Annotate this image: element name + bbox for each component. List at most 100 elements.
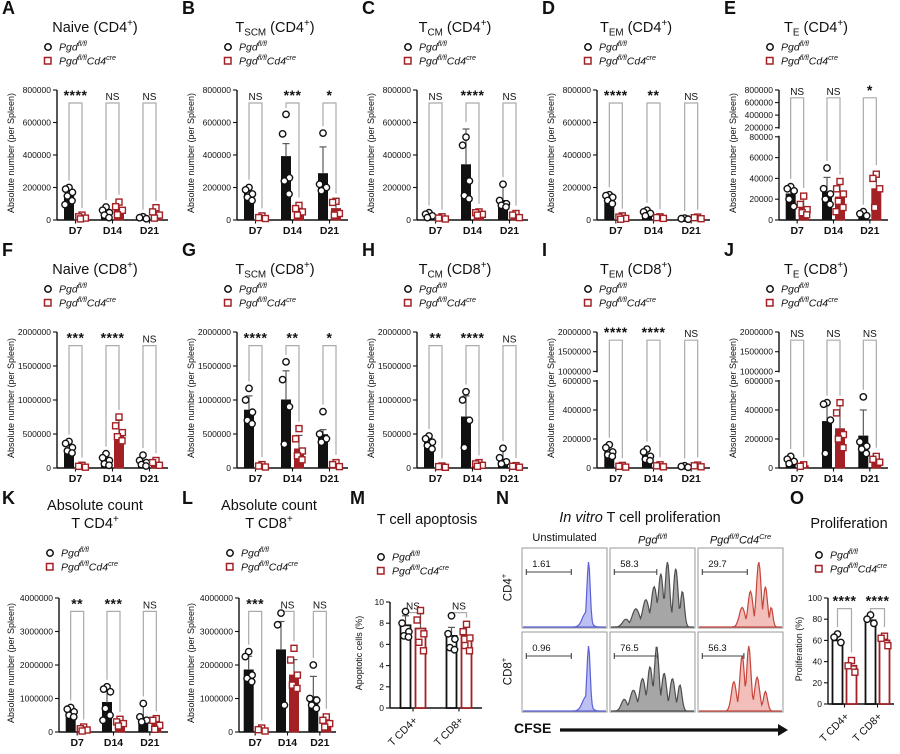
sig-label: **** (604, 324, 628, 340)
data-points-control (855, 207, 871, 220)
sig-bracket (465, 345, 480, 456)
panel-M-chart: NS NS 0 2 4 6 8 10 T CD4+ T CD8+ (375, 597, 482, 749)
panel-legend: Pgdfl/fl Pgdfl/flCd4cre (376, 550, 449, 578)
sig-label: *** (284, 87, 302, 103)
panel-letter-I: I (542, 240, 548, 260)
svg-text:6: 6 (379, 639, 384, 649)
gate-percentage: 76.5 (620, 643, 639, 654)
legend-label-control: Pgdfl/fl (392, 550, 420, 564)
svg-text:400000: 400000 (563, 405, 592, 415)
data-points-control (305, 661, 321, 713)
square-marker-icon (223, 56, 232, 65)
sig-bracket (428, 345, 443, 459)
sig-label: **** (101, 330, 125, 346)
panel-legend: Pgdfl/fl Pgdfl/flCd4cre (403, 40, 476, 68)
y-ticks: 0 500000 1000000 1500000 2000000 (198, 327, 237, 473)
sig-label: NS (503, 335, 517, 346)
data-points-ko (832, 398, 848, 452)
square-marker-icon (814, 564, 823, 573)
flow-histogram (611, 646, 694, 712)
sig-bracket (322, 345, 337, 455)
legend-label-control: Pgdfl/fl (599, 282, 627, 296)
square-marker-icon (223, 298, 232, 307)
sig-label: **** (866, 593, 890, 609)
panel-legend: Pgdfl/fl Pgdfl/flCd4cre (583, 282, 656, 310)
legend-label-ko: Pgdfl/flCd4cre (241, 560, 298, 574)
data-points-control (830, 630, 845, 647)
data-points-control (458, 387, 474, 452)
sig-label: **** (642, 324, 666, 340)
panel-O: O Proliferation Pgdfl/fl Pgdfl/flCd4cre Prol… (788, 488, 900, 754)
svg-text:400000: 400000 (23, 150, 52, 160)
sig-bracket (248, 610, 263, 721)
svg-text:400000: 400000 (745, 405, 774, 415)
svg-text:400000: 400000 (563, 150, 592, 160)
legend-label-ko: Pgdfl/flCd4cre (419, 54, 476, 68)
y-ticks: 0 200000 400000 600000 800000 (383, 85, 417, 225)
x-category-label: D21 (682, 225, 701, 237)
data-points-ko (111, 198, 127, 219)
x-category-label: D14 (278, 737, 297, 749)
x-category-label: D14 (283, 225, 302, 237)
y-ticks: 0 200000 400000 600000 800000 (203, 85, 237, 225)
data-points-control (421, 208, 437, 222)
data-points-control (602, 190, 617, 208)
svg-text:0: 0 (586, 215, 591, 225)
data-points-ko (76, 723, 91, 735)
bar-TCD4-control (831, 639, 844, 705)
data-points-ko (328, 458, 344, 471)
panel-D: D TEM (CD4+) Pgdfl/fl Pgdfl/flCd4cre Absolut… (540, 0, 722, 242)
legend-label-ko: Pgdfl/flCd4cre (781, 54, 838, 68)
data-points-control (61, 183, 77, 209)
svg-text:1000000: 1000000 (18, 395, 51, 405)
panel-legend: Pgdfl/fl Pgdfl/flCd4cre (45, 546, 118, 574)
sig-bracket (608, 102, 623, 209)
data-points-ko (508, 461, 524, 471)
svg-text:20: 20 (813, 678, 823, 688)
circle-marker-icon (377, 553, 385, 561)
panel-O-chart: **** **** 0 20 40 60 80 100 T CD4+T CD8+ (808, 593, 894, 745)
legend-item-control: Pgdfl/fl (583, 282, 656, 296)
data-points-control (421, 432, 437, 453)
svg-text:2: 2 (379, 682, 384, 692)
svg-text:500000: 500000 (23, 429, 52, 439)
gate-percentage: 29.7 (708, 559, 727, 570)
data-points-ko (652, 461, 668, 471)
error-bar (309, 675, 317, 697)
panel-A-chart: **** NS NS 0 200000 400000 600000 800000 D7 D14 D2… (23, 85, 168, 237)
y-ticks: 0 200000 400000 600000 800000 (563, 85, 597, 225)
data-points-control (98, 449, 114, 470)
sig-bracket (142, 610, 157, 712)
data-points-ko (434, 213, 450, 223)
x-category-label: D14 (104, 737, 123, 749)
data-points-control (783, 182, 799, 211)
x-category-label: D14 (463, 473, 482, 485)
x-category-label: D7 (609, 225, 623, 237)
data-points-ko (413, 606, 428, 655)
data-points-control (819, 398, 835, 458)
error-bar (859, 409, 867, 437)
panel-C: C TCM (CD4+) Pgdfl/fl Pgdfl/flCd4cre Absolut… (360, 0, 540, 242)
x-category-label: D21 (310, 737, 329, 749)
panel-letter-O: O (790, 488, 805, 508)
x-category-label: D7 (790, 225, 804, 237)
legend-item-ko: Pgdfl/flCd4cre (43, 54, 116, 68)
data-points-control (639, 445, 655, 465)
svg-text:60: 60 (813, 635, 823, 645)
legend-label-ko: Pgdfl/flCd4cre (239, 54, 296, 68)
svg-text:4000000: 4000000 (20, 593, 53, 603)
sig-label: NS (406, 602, 420, 613)
gate-marker (701, 569, 748, 575)
gate-percentage: 0.96 (532, 643, 551, 654)
sig-label: **** (64, 87, 88, 103)
legend-item-control: Pgdfl/fl (43, 40, 116, 54)
legend-item-control: Pgdfl/fl (403, 40, 476, 54)
data-points-ko (471, 458, 487, 471)
x-category-label: D21 (320, 473, 339, 485)
sig-bracket (428, 102, 443, 210)
data-points-ko (112, 715, 128, 730)
sig-bracket (869, 608, 886, 627)
x-category-label: D21 (140, 473, 159, 485)
